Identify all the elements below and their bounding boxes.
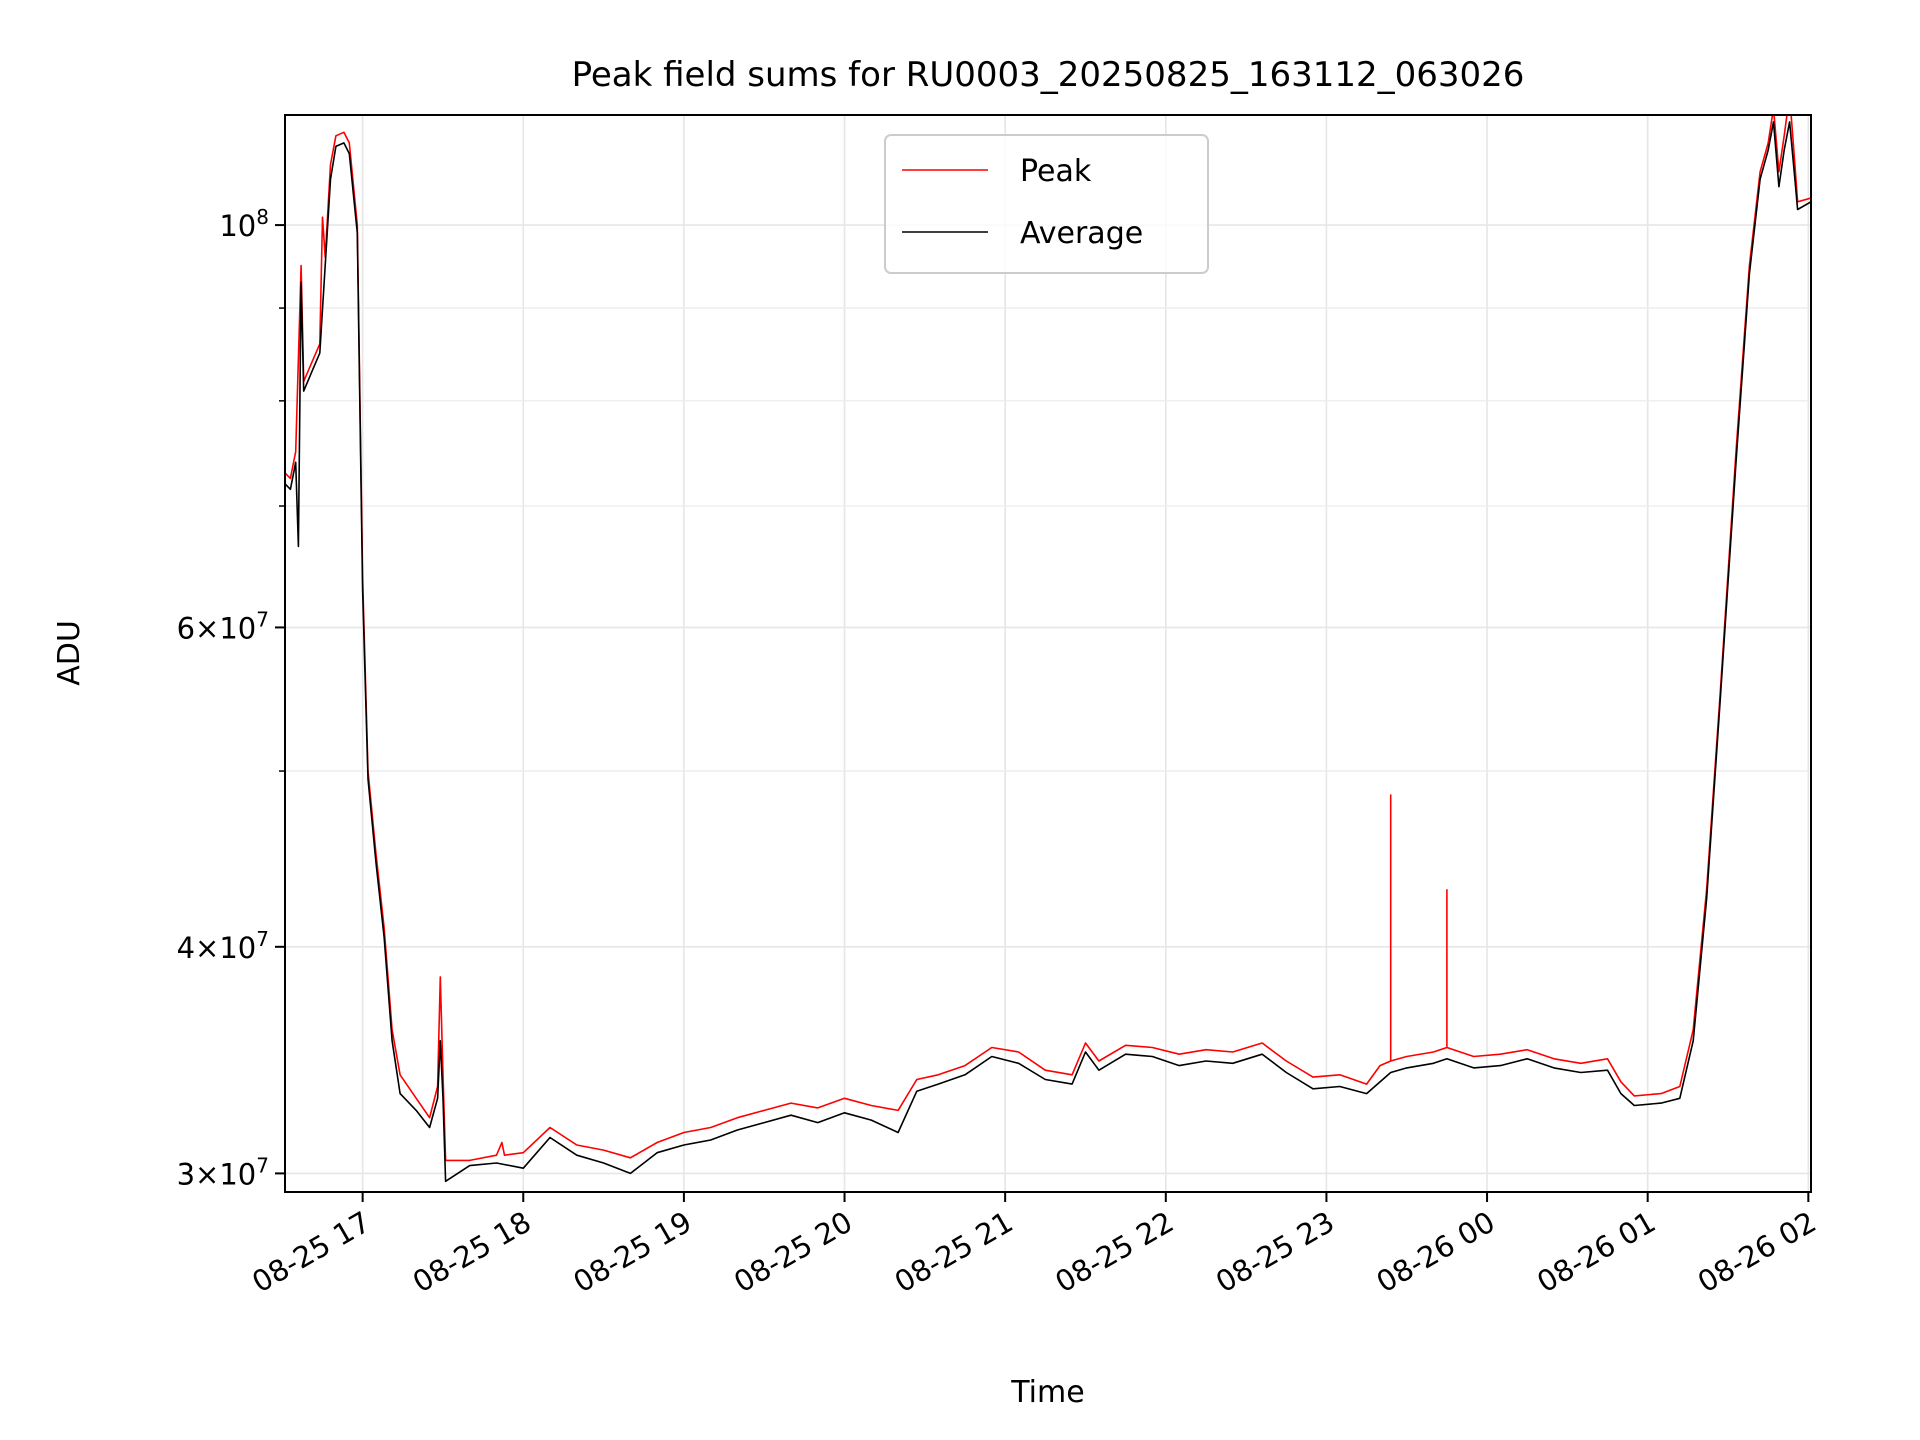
y-axis-ticks: 3×107 4×107 6×107 108 bbox=[177, 205, 285, 1191]
x-axis-label: Time bbox=[1010, 1375, 1084, 1410]
legend: Peak Average bbox=[884, 134, 1209, 274]
series-line-peak bbox=[285, 115, 1811, 1162]
series-layer bbox=[285, 115, 1811, 1183]
y-tick-label: 108 bbox=[219, 205, 269, 243]
y-tick-label: 4×107 bbox=[177, 927, 269, 965]
legend-peak-label: Peak bbox=[1020, 154, 1092, 189]
series-line-average bbox=[285, 121, 1811, 1183]
legend-average-label: Average bbox=[1020, 216, 1143, 251]
y-tick-label: 6×107 bbox=[177, 607, 269, 645]
y-axis-label: ADU bbox=[52, 620, 87, 686]
plot-frame bbox=[284, 114, 1812, 1193]
y-tick-label: 3×107 bbox=[177, 1153, 269, 1191]
chart-title: Peak field sums for RU0003_20250825_1631… bbox=[572, 55, 1525, 95]
